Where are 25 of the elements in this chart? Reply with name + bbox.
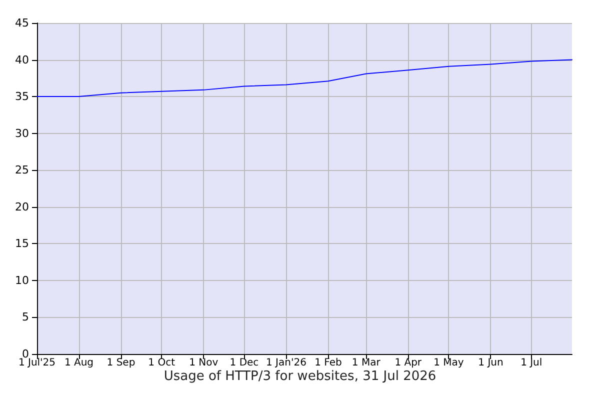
x-tick-label: 1 Jan'26	[266, 358, 306, 368]
text: Usage of HTTP/3 for websites, 31 Jul 2026	[164, 369, 436, 384]
y-tick-label: 20	[15, 200, 29, 214]
x-tick-label: 1 Feb	[314, 358, 342, 368]
y-tick-label: 40	[15, 53, 29, 66]
y-tick-label: 35	[15, 90, 29, 104]
y-tick-label: 45	[15, 16, 29, 30]
x-tick-label: 1 Aug	[64, 358, 94, 368]
x-tick-label: 1 Mar	[352, 358, 382, 368]
y-tick-label: 10	[15, 274, 29, 287]
x-tick-label: 1 Jul	[520, 358, 542, 368]
x-tick-label: 1 May	[434, 358, 464, 368]
y-tick-label: 25	[15, 164, 29, 177]
x-tick-label: 1 Nov	[189, 358, 218, 368]
x-tick-label: 1 Apr	[394, 358, 422, 368]
y-tick-label: 0	[22, 348, 29, 360]
x-tick-label: 1 Oct	[148, 358, 176, 368]
y-tick-label: 5	[22, 310, 29, 324]
x-tick-label: 1 Jul'25	[18, 358, 56, 368]
y-tick-label: 15	[15, 237, 29, 250]
x-tick-label: 1 Jun	[478, 358, 504, 368]
x-tick-label: 1 Sep	[106, 358, 136, 368]
line-series	[36, 59, 572, 98]
x-tick-label: 1 Dec	[230, 358, 259, 368]
y-tick-label: 30	[15, 126, 29, 140]
